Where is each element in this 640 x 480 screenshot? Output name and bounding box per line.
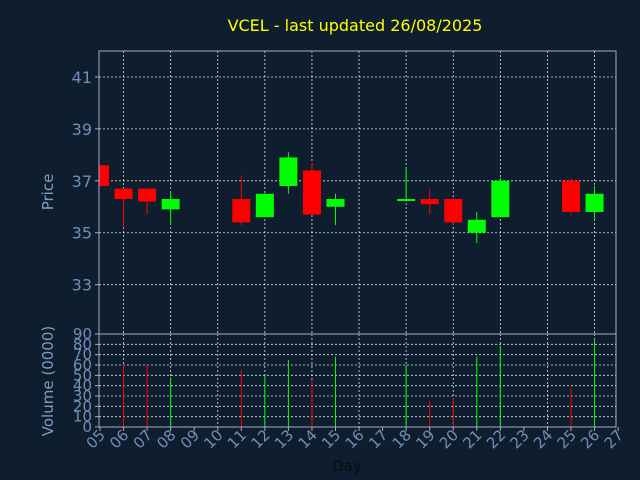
candle-body <box>491 180 510 218</box>
volume-tick-label: 60 <box>73 356 92 374</box>
candle-body <box>114 188 133 199</box>
candle-body <box>467 219 486 233</box>
volume-tick-label: 20 <box>73 397 92 415</box>
x-tick-label: 23 <box>506 426 532 452</box>
x-tick-label: 26 <box>577 426 603 452</box>
candle-body <box>100 165 109 187</box>
volume-axis-label: Volume (0000) <box>39 326 57 436</box>
x-tick-label: 12 <box>247 426 273 452</box>
price-tick-label: 37 <box>72 172 92 191</box>
price-panel-frame <box>98 50 617 335</box>
x-tick-label: 11 <box>224 426 250 452</box>
volume-grid <box>99 333 616 428</box>
price-grid <box>99 51 616 334</box>
x-tick-label: 15 <box>318 426 344 452</box>
volume-panel-frame <box>98 333 617 428</box>
price-axis: 33 35 37 39 41 <box>72 68 99 295</box>
x-tick-label: 09 <box>177 426 203 452</box>
x-tick-label: 10 <box>200 426 226 452</box>
volume-tick-label: 40 <box>73 377 92 395</box>
x-tick-label: 14 <box>295 426 321 452</box>
volume-tick-label: 30 <box>73 387 92 405</box>
volume-bars <box>123 339 596 427</box>
price-axis-label: Price <box>39 174 57 211</box>
candles <box>99 152 604 244</box>
candle-body <box>302 170 321 215</box>
candle-body <box>161 198 180 210</box>
x-tick-label: 07 <box>130 426 156 452</box>
x-tick-label: 21 <box>459 426 485 452</box>
volume-tick-label: 50 <box>73 366 92 384</box>
price-tick-label: 33 <box>72 276 92 295</box>
volume-tick-label: 80 <box>73 335 92 353</box>
candle-body <box>255 193 274 218</box>
volume-tick-label: 70 <box>73 346 92 364</box>
candle-body <box>279 157 298 187</box>
candle-body <box>444 198 463 223</box>
candle-body <box>562 180 580 212</box>
volume-tick-label: 0 <box>82 418 92 436</box>
x-tick-label: 20 <box>436 426 462 452</box>
x-tick-label: 16 <box>342 426 368 452</box>
x-tick-label: 27 <box>601 426 627 452</box>
x-tick-label: 25 <box>554 426 580 452</box>
candle-body <box>138 188 157 202</box>
x-axis: 0506070809101112131415161718192021222324… <box>83 426 627 452</box>
candle-body <box>585 193 604 212</box>
x-axis-label: Day <box>332 457 362 475</box>
x-tick-label: 18 <box>389 426 415 452</box>
x-tick-label: 19 <box>412 426 438 452</box>
price-tick-label: 39 <box>72 120 92 139</box>
x-tick-label: 22 <box>483 426 509 452</box>
volume-tick-label: 10 <box>73 408 92 426</box>
price-tick-label: 35 <box>72 224 92 243</box>
candle-body <box>420 198 439 205</box>
x-tick-label: 17 <box>365 426 391 452</box>
candle-body <box>397 198 416 201</box>
x-tick-label: 08 <box>153 426 179 452</box>
volume-tick-label: 90 <box>73 325 92 343</box>
candle-body <box>326 198 345 207</box>
candle-body <box>232 198 251 223</box>
x-tick-label: 13 <box>271 426 297 452</box>
price-tick-label: 41 <box>72 68 92 87</box>
x-tick-label: 24 <box>530 426 556 452</box>
chart-title: VCEL - last updated 26/08/2025 <box>228 16 483 35</box>
x-tick-label: 06 <box>106 426 132 452</box>
